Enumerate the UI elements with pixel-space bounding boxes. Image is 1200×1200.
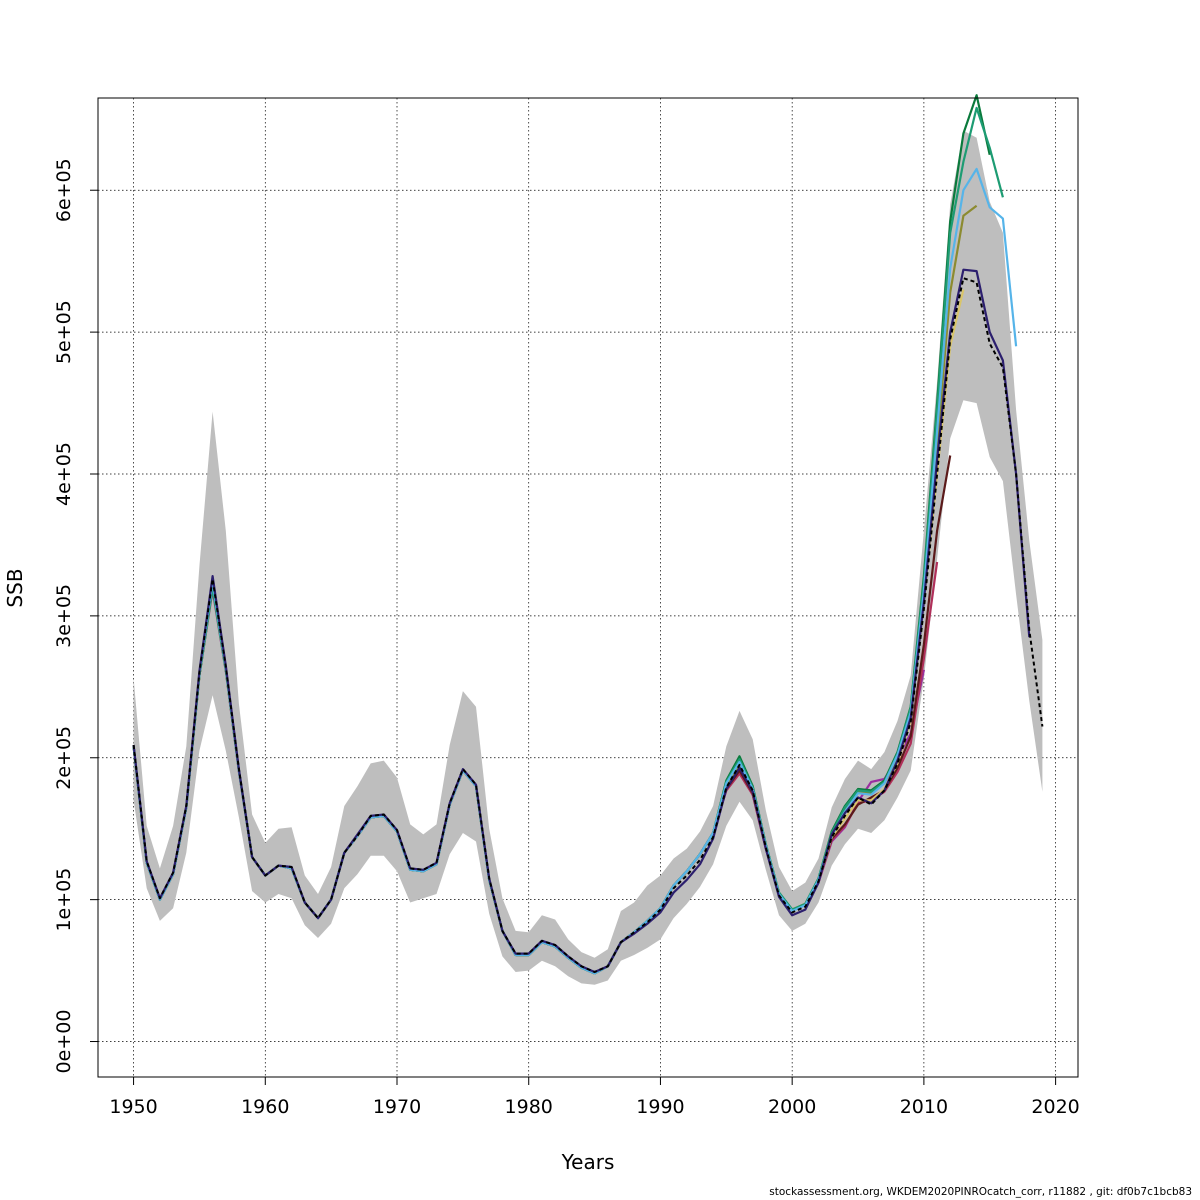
x-tick-label-2020: 2020 (1031, 1096, 1079, 1118)
series-layer (132, 94, 1044, 975)
y-tick-label-0: 0e+00 (53, 1010, 75, 1074)
series-line-retro-7 (132, 455, 952, 975)
x-tick-label-1990: 1990 (636, 1096, 684, 1118)
confidence-band-layer (133, 130, 1043, 985)
y-tick-label-4: 4e+05 (53, 442, 75, 506)
x-axis-title: Years (561, 1150, 615, 1174)
x-tick-label-1980: 1980 (505, 1096, 553, 1118)
y-tick-label-2: 2e+05 (53, 726, 75, 790)
x-tick-label-1970: 1970 (373, 1096, 421, 1118)
x-tick-label-2010: 2010 (900, 1096, 948, 1118)
y-tick-label-1: 1e+05 (53, 868, 75, 932)
confidence-band (133, 130, 1043, 985)
y-tick-label-6: 6e+05 (53, 158, 75, 222)
plot-frame (97, 97, 1079, 1078)
series-line-retro-8 (132, 561, 939, 975)
axes: 1950 1960 1970 1980 1990 2000 2010 2020 0e+00 1e+… (53, 158, 1080, 1118)
x-tick-label-1950: 1950 (109, 1096, 157, 1118)
y-tick-label-3: 3e+05 (53, 584, 75, 648)
y-tick-label-5: 5e+05 (53, 300, 75, 364)
series-line-main (132, 277, 1044, 973)
y-axis-title: SSB (3, 568, 27, 607)
x-tick-label-2000: 2000 (768, 1096, 816, 1118)
footer-credit: stockassessment.org, WKDEM2020PINROcatch… (769, 1186, 1192, 1198)
x-tick-label-1960: 1960 (241, 1096, 289, 1118)
